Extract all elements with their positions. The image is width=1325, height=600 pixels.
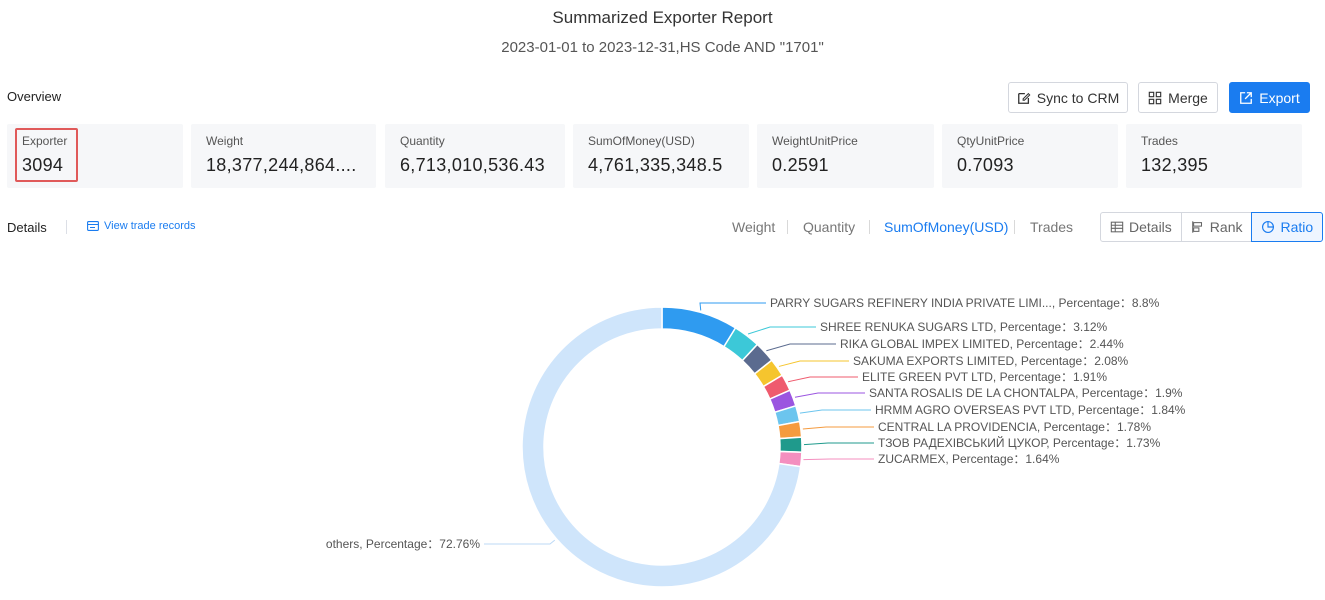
view-trade-records-link[interactable]: View trade records xyxy=(87,220,196,232)
view-mode-group: Details Rank Ratio xyxy=(1100,212,1324,242)
ratio-donut-chart: PARRY SUGARS REFINERY INDIA PRIVATE LIMI… xyxy=(326,296,1186,588)
stat-value: 132,395 xyxy=(1141,155,1209,175)
view-rank-label: Rank xyxy=(1209,219,1243,235)
leader-line xyxy=(787,376,858,383)
stat-label: Quantity xyxy=(400,134,445,148)
slice-label: PARRY SUGARS REFINERY INDIA PRIVATE LIMI… xyxy=(770,296,1160,310)
metric-tab-trades[interactable]: Trades xyxy=(1030,219,1074,235)
stat-card-exporter: Exporter 3094 xyxy=(7,124,183,188)
slice-label: CENTRAL LA PROVIDENCIA, Percentage：1.78% xyxy=(878,420,1151,434)
tab-separator xyxy=(1014,220,1015,234)
stat-label: Weight xyxy=(206,134,244,148)
details-label: Details xyxy=(7,220,47,235)
slice-label: ELITE GREEN PVT LTD, Percentage：1.91% xyxy=(862,370,1107,384)
view-details-label: Details xyxy=(1129,219,1172,235)
sync-to-crm-button[interactable]: Sync to CRM xyxy=(1008,82,1128,113)
leader-line xyxy=(803,458,874,461)
stat-label: SumOfMoney(USD) xyxy=(588,134,695,148)
stat-value: 0.2591 xyxy=(772,155,829,175)
slice-label: SANTA ROSALIS DE LA CHONTALPA, Percentag… xyxy=(869,386,1183,400)
stat-label: QtyUnitPrice xyxy=(957,134,1025,148)
donut-slice[interactable] xyxy=(661,306,737,348)
pie-chart-icon xyxy=(1262,221,1275,233)
stat-card-weight-unit-price: WeightUnitPrice 0.2591 xyxy=(757,124,934,188)
leader-line xyxy=(794,392,865,398)
metric-tab-weight[interactable]: Weight xyxy=(732,219,776,235)
merge-icon xyxy=(1148,91,1162,104)
slice-label: ТЗОВ РАДЕХІВСЬКИЙ ЦУКОР, Percentage：1.73… xyxy=(878,435,1161,450)
view-trade-records-label: View trade records xyxy=(104,220,196,232)
leader-line xyxy=(747,326,816,335)
slice-label: SHREE RENUKA SUGARS LTD, Percentage：3.12… xyxy=(820,320,1108,334)
export-label: Export xyxy=(1259,89,1300,106)
donut-slice[interactable] xyxy=(521,306,802,588)
view-rank-button[interactable]: Rank xyxy=(1180,212,1253,242)
view-ratio-button[interactable]: Ratio xyxy=(1251,212,1324,242)
donut-slice[interactable] xyxy=(778,436,803,454)
tab-separator xyxy=(869,220,870,234)
rank-bars-icon xyxy=(1191,221,1202,233)
stat-label: Trades xyxy=(1141,134,1178,148)
stat-value: 18,377,244,864.... xyxy=(206,155,357,175)
merge-button[interactable]: Merge xyxy=(1138,82,1218,113)
metric-tab-quantity[interactable]: Quantity xyxy=(803,219,856,235)
slice-label: RIKA GLOBAL IMPEX LIMITED, Percentage：2.… xyxy=(840,337,1124,351)
stat-card-sum-of-money: SumOfMoney(USD) 4,761,335,348.5 xyxy=(573,124,749,188)
stat-card-qty-unit-price: QtyUnitPrice 0.7093 xyxy=(942,124,1118,188)
sync-edit-icon xyxy=(1017,92,1031,104)
leader-line xyxy=(778,360,849,367)
stat-value: 4,761,335,348.5 xyxy=(588,155,723,175)
records-icon xyxy=(87,221,99,231)
leader-line xyxy=(766,343,836,352)
stat-label: WeightUnitPrice xyxy=(772,134,858,148)
leader-line xyxy=(799,409,871,414)
stat-value: 6,713,010,536.43 xyxy=(400,155,545,175)
leader-line xyxy=(699,302,766,311)
exporter-highlight-box xyxy=(15,128,78,182)
table-icon xyxy=(1110,221,1124,233)
overview-label: Overview xyxy=(7,89,62,104)
stat-card-quantity: Quantity 6,713,010,536.43 xyxy=(385,124,565,188)
slice-label: ZUCARMEX, Percentage：1.64% xyxy=(878,452,1060,466)
view-details-button[interactable]: Details xyxy=(1100,212,1182,242)
export-icon xyxy=(1240,91,1253,104)
export-button[interactable]: Export xyxy=(1229,82,1310,113)
stat-card-weight: Weight 18,377,244,864.... xyxy=(191,124,376,188)
tab-separator xyxy=(787,220,788,234)
divider xyxy=(66,220,67,234)
stat-value: 0.7093 xyxy=(957,155,1014,175)
merge-label: Merge xyxy=(1168,89,1208,106)
leader-line xyxy=(484,539,556,545)
slice-label: SAKUMA EXPORTS LIMITED, Percentage：2.08% xyxy=(853,354,1129,368)
report-title: Summarized Exporter Report xyxy=(552,8,773,27)
sync-to-crm-label: Sync to CRM xyxy=(1036,89,1120,106)
metric-tab-sum-of-money[interactable]: SumOfMoney(USD) xyxy=(884,219,1009,235)
view-ratio-label: Ratio xyxy=(1280,219,1314,235)
stat-label: Exporter xyxy=(22,134,68,148)
report-subtitle: 2023-01-01 to 2023-12-31,HS Code AND "17… xyxy=(501,39,824,56)
slice-label: HRMM AGRO OVERSEAS PVT LTD, Percentage：1… xyxy=(875,403,1186,417)
slice-label: others, Percentage：72.76% xyxy=(326,537,480,551)
leader-line xyxy=(803,442,874,446)
stat-card-trades: Trades 132,395 xyxy=(1126,124,1302,188)
leader-line xyxy=(802,426,874,430)
